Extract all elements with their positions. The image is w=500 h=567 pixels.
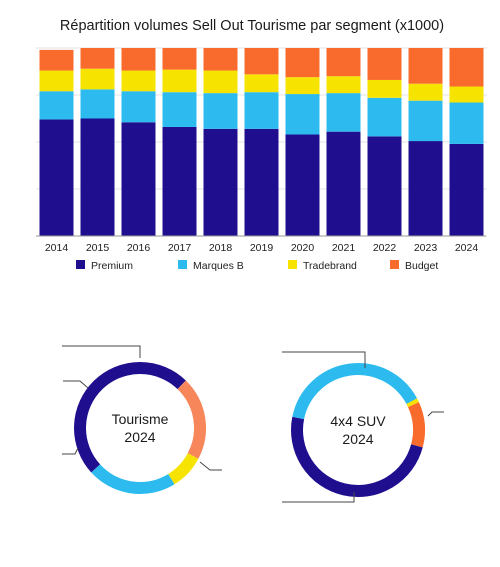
bar-segment-budget	[121, 48, 156, 71]
stacked-bars	[39, 48, 484, 236]
bar-segment-marques-b	[367, 97, 402, 137]
bar-segment-budget	[449, 48, 484, 87]
bar-segment-marques-b	[203, 93, 238, 129]
bar-segment-budget	[162, 48, 197, 70]
bar-segment-premium	[162, 126, 197, 236]
donut-center-label: 2024	[342, 431, 373, 447]
legend-swatch	[76, 260, 85, 269]
x-tick-label: 2014	[45, 242, 69, 254]
bar-segment-tradebrand	[244, 74, 279, 93]
x-tick-labels: 2014 2015 2016 2017 2018 2019 2020 2021 2022 2023…	[45, 242, 479, 254]
bar-segment-budget	[244, 48, 279, 75]
leader-line	[199, 461, 222, 471]
bar-segment-marques-b	[449, 102, 484, 144]
leader-line	[62, 345, 141, 358]
legend-label: Tradebrand	[303, 260, 357, 272]
bar-segment-marques-b	[408, 100, 443, 142]
bar-segment-tradebrand	[408, 83, 443, 101]
donut-slice-marques-b	[292, 363, 418, 420]
bar-segment-marques-b	[39, 91, 74, 120]
donut-slice-premium	[74, 362, 186, 473]
bar-segment-premium	[449, 143, 484, 236]
x-tick-label: 2018	[209, 242, 233, 254]
legend-swatch	[288, 260, 297, 269]
bar-segment-premium	[80, 118, 115, 236]
bar-segment-premium	[285, 134, 320, 236]
donut-center-label: 2024	[124, 429, 155, 445]
bar-segment-tradebrand	[162, 69, 197, 93]
leader-line	[63, 380, 89, 389]
leader-line	[282, 492, 355, 503]
donut-slice-budget	[407, 402, 425, 448]
chart-title: Répartition volumes Sell Out Tourisme pa…	[60, 18, 444, 34]
donut-center-label: Tourisme	[112, 411, 169, 427]
bar-segment-budget	[367, 48, 402, 80]
donut-tourisme: Tourisme 2024	[74, 362, 206, 494]
legend-label: Budget	[405, 260, 438, 272]
leader-line	[62, 447, 79, 455]
legend-label: Marques B	[193, 260, 244, 272]
bar-segment-premium	[203, 128, 238, 236]
bar-segment-premium	[367, 136, 402, 236]
donut-center-label: 4x4 SUV	[330, 413, 386, 429]
bar-segment-budget	[285, 48, 320, 78]
bar-segment-tradebrand	[39, 70, 74, 92]
bar-segment-marques-b	[121, 91, 156, 123]
bar-segment-marques-b	[285, 94, 320, 135]
bar-segment-marques-b	[80, 89, 115, 119]
legend: Premium Marques B Tradebrand Budget	[76, 260, 438, 272]
bar-segment-budget	[80, 48, 115, 69]
x-tick-label: 2021	[332, 242, 356, 254]
x-tick-label: 2017	[168, 242, 192, 254]
bar-segment-premium	[121, 122, 156, 236]
bar-segment-tradebrand	[203, 70, 238, 94]
bar-segment-tradebrand	[367, 79, 402, 98]
bar-segment-budget	[39, 49, 74, 71]
donut-4x4-suv: 4x4 SUV 2024	[291, 363, 425, 497]
bar-segment-premium	[408, 141, 443, 236]
x-tick-label: 2023	[414, 242, 438, 254]
donut-slice-budget	[177, 380, 206, 459]
donut-slice-tradebrand	[406, 398, 419, 408]
bar-segment-tradebrand	[121, 70, 156, 92]
x-tick-label: 2020	[291, 242, 315, 254]
bar-segment-marques-b	[244, 92, 279, 129]
bar-segment-budget	[408, 48, 443, 84]
x-tick-label: 2019	[250, 242, 274, 254]
x-tick-label: 2016	[127, 242, 151, 254]
donut-slice-premium	[291, 416, 423, 497]
donut-slice-tradebrand	[168, 452, 199, 485]
bar-segment-premium	[326, 131, 361, 236]
bar-segment-tradebrand	[326, 76, 361, 94]
x-tick-label: 2024	[455, 242, 479, 254]
bar-segment-tradebrand	[80, 68, 115, 90]
leader-line	[282, 351, 366, 368]
bar-segment-tradebrand	[449, 86, 484, 103]
legend-swatch	[178, 260, 187, 269]
bar-segment-marques-b	[162, 92, 197, 127]
bar-segment-budget	[326, 48, 361, 77]
bar-segment-budget	[203, 48, 238, 71]
legend-swatch	[390, 260, 399, 269]
x-tick-label: 2022	[373, 242, 397, 254]
bar-segment-tradebrand	[285, 77, 320, 95]
bar-segment-premium	[39, 119, 74, 236]
x-tick-label: 2015	[86, 242, 110, 254]
bar-segment-marques-b	[326, 93, 361, 132]
leader-lines	[62, 345, 444, 503]
bar-segment-premium	[244, 128, 279, 236]
leader-line	[427, 411, 444, 417]
donut-slice-marques-b	[91, 464, 175, 494]
legend-label: Premium	[91, 260, 133, 272]
